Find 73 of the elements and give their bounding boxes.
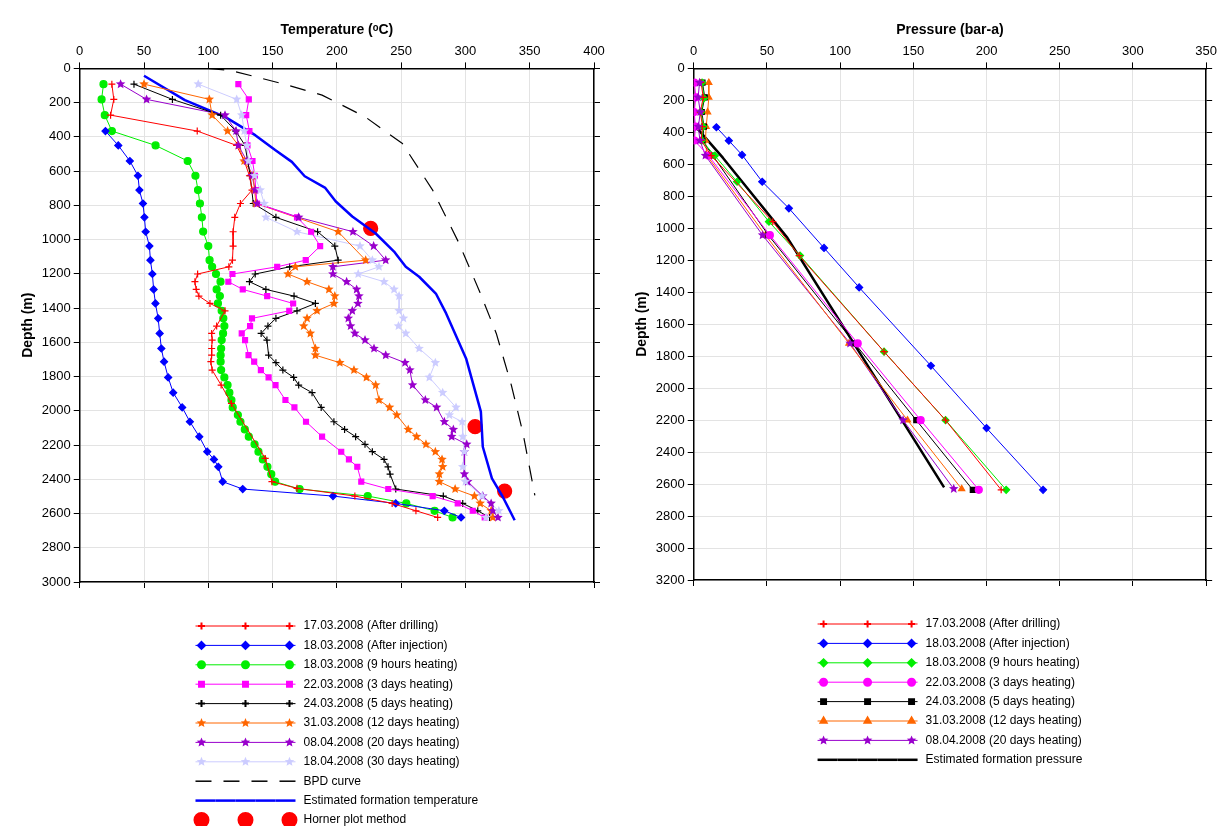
y-tick-label: 1400 (655, 283, 685, 299)
y-tick-label: 1600 (41, 333, 71, 349)
legend-label: 22.03.2008 (3 days heating) (925, 674, 1076, 689)
legend-label: 24.03.2008 (5 days heating) (925, 693, 1076, 708)
y-tick-label: 200 (663, 91, 685, 107)
y-tick-label: 400 (49, 128, 71, 144)
y-tick-label: 2600 (655, 475, 685, 491)
x-tick-label: 200 (326, 43, 348, 59)
y-tick-label: 2600 (41, 505, 71, 521)
y-tick-label: 3000 (41, 573, 71, 589)
y-tick-label: 1800 (41, 368, 71, 384)
legend-label: 18.03.2008 (9 hours heating) (303, 657, 458, 672)
x-tick-label: 0 (690, 43, 698, 59)
y-tick-label: 800 (49, 196, 71, 212)
y-tick-label: 2000 (41, 402, 71, 418)
legend-label: 08.04.2008 (20 days heating) (303, 734, 460, 749)
x-tick-label: 250 (390, 43, 412, 59)
legend-label: 18.04.2008 (30 days heating) (303, 754, 460, 769)
y-tick-label: 2800 (41, 539, 71, 555)
x-tick-label: 100 (197, 43, 220, 59)
y-tick-label: 2400 (41, 470, 71, 486)
y-tick-label: 800 (663, 187, 685, 203)
x-tick-label: 300 (1122, 43, 1144, 59)
legend-label: 22.03.2008 (3 days heating) (303, 676, 453, 691)
y-tick-label: 1600 (655, 315, 685, 331)
x-tick-label: 400 (583, 43, 605, 59)
legend-label: 31.03.2008 (12 days heating) (303, 715, 460, 730)
legend-label: Horner plot method (303, 812, 407, 827)
y-tick-label: 2000 (655, 379, 685, 395)
legend-label: 17.03.2008 (After drilling) (303, 618, 439, 633)
y-tick-label: 2800 (655, 507, 685, 523)
y-tick-label: 600 (663, 155, 685, 171)
legend-label: 24.03.2008 (5 days heating) (303, 695, 453, 710)
legend-label: 18.03.2008 (After injection) (303, 637, 448, 652)
x-tick-label: 150 (902, 43, 925, 59)
y-tick-label: 1800 (655, 347, 685, 363)
x-tick-label: 300 (454, 43, 477, 59)
x-tick-label: 50 (759, 43, 775, 59)
legend-label: 17.03.2008 (After drilling) (925, 616, 1061, 631)
x-tick-label: 50 (136, 43, 152, 59)
y-tick-label: 1000 (41, 231, 71, 247)
x-tick-label: 100 (829, 43, 851, 59)
legend-label: 08.04.2008 (20 days heating) (925, 732, 1082, 747)
y-tick-label: 3200 (655, 571, 685, 587)
x-tick-label: 150 (261, 43, 284, 59)
y-axis-title: Depth (m) (19, 292, 36, 358)
legend-label: BPD curve (303, 773, 362, 788)
y-tick-label: 600 (49, 162, 71, 178)
y-tick-label: 2200 (655, 411, 685, 427)
y-tick-label: 1000 (655, 219, 685, 235)
x-tick-label: 350 (1195, 43, 1218, 59)
x-axis-title: Temperature (ᵒC) (280, 21, 394, 38)
legend-label: 18.03.2008 (9 hours heating) (925, 655, 1080, 670)
y-tick-label: 1200 (41, 265, 71, 281)
y-tick-label: 1400 (41, 299, 71, 315)
y-tick-label: 2200 (41, 436, 71, 452)
y-tick-label: 2400 (655, 443, 685, 459)
y-tick-label: 1200 (655, 251, 685, 267)
legend-label: Estimated formation pressure (925, 752, 1083, 767)
x-axis-title: Pressure (bar-a) (896, 21, 1004, 38)
x-tick-label: 200 (975, 43, 998, 59)
y-tick-label: 200 (49, 94, 71, 110)
legend-label: 31.03.2008 (12 days heating) (925, 713, 1082, 728)
y-tick-label: 0 (677, 59, 685, 75)
y-tick-label: 3000 (655, 539, 685, 555)
x-tick-label: 350 (518, 43, 541, 59)
x-tick-label: 250 (1048, 43, 1071, 59)
y-tick-label: 400 (663, 123, 685, 139)
legend-label: Estimated formation temperature (303, 792, 479, 807)
x-tick-label: 0 (76, 43, 84, 59)
legend-label: 18.03.2008 (After injection) (925, 635, 1070, 650)
y-tick-label: 0 (63, 59, 71, 75)
y-axis-title: Depth (m) (633, 291, 650, 357)
